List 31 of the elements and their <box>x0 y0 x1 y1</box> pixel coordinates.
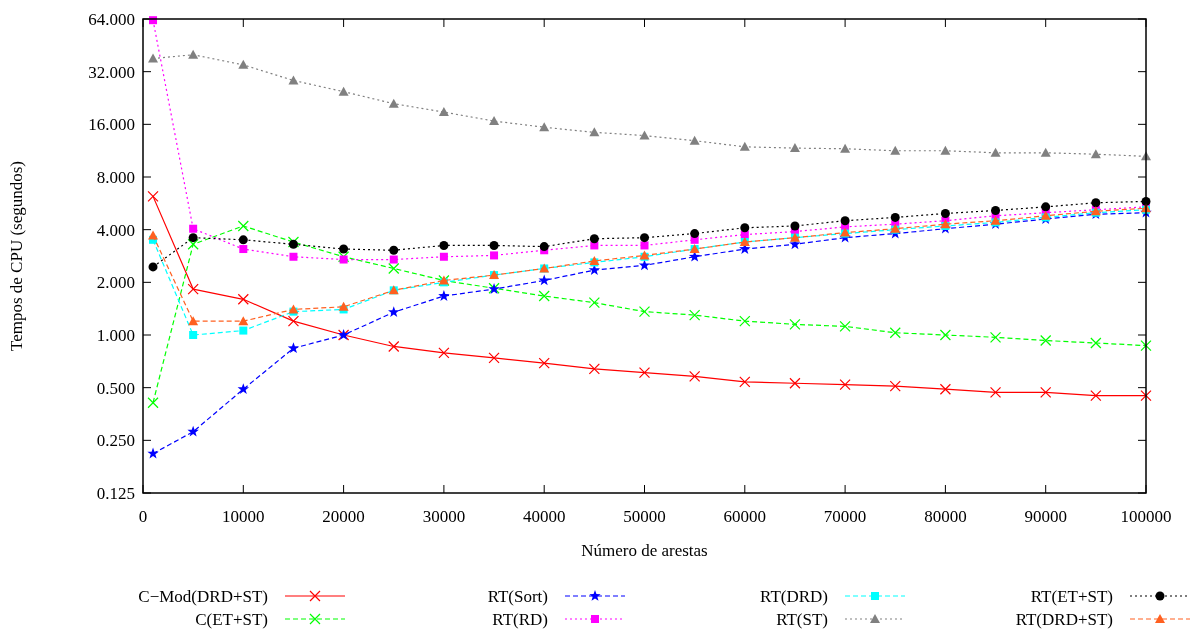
y-tick-label: 1.000 <box>96 326 135 345</box>
y-tick-label: 16.000 <box>88 115 135 135</box>
x-tick-label: 0 <box>138 507 148 526</box>
x-tick-label: 90000 <box>1024 507 1067 526</box>
x-axis-title: Número de arestas <box>581 541 708 560</box>
y-tick-label: 4.000 <box>96 220 135 240</box>
y-tick-label: 0.250 <box>96 431 135 451</box>
y-tick-label: 64.000 <box>88 10 135 29</box>
x-tick-label: 30000 <box>422 507 466 526</box>
legend-label: RT(DRD+ST) <box>1015 610 1113 629</box>
y-tick-label: 0.125 <box>96 484 135 503</box>
legend-label: RT(ST) <box>776 610 828 629</box>
legend-label: C−Mod(DRD+ST) <box>138 587 268 606</box>
legend-label: RT(DRD) <box>760 587 828 606</box>
x-tick-label: 40000 <box>522 507 566 526</box>
x-tick-label: 50000 <box>623 507 666 526</box>
legend-label: RT(RD) <box>492 610 548 629</box>
y-tick-label: 8.000 <box>96 168 135 187</box>
y-axis-title: Tempos de CPU (segundos) <box>7 160 26 352</box>
y-tick-label: 32.000 <box>88 62 135 82</box>
x-tick-label: 80000 <box>924 507 967 526</box>
y-tick-label: 2.000 <box>96 273 135 293</box>
x-tick-label: 60000 <box>723 507 767 526</box>
x-tick-label: 100000 <box>1120 507 1172 526</box>
y-tick-label: 0.500 <box>96 378 135 398</box>
legend-label: RT(ET+ST) <box>1030 587 1113 606</box>
legend-label: RT(Sort) <box>487 587 548 606</box>
x-tick-label: 70000 <box>823 507 867 526</box>
x-tick-label: 20000 <box>322 507 365 526</box>
x-tick-label: 10000 <box>222 507 265 526</box>
legend-label: C(ET+ST) <box>195 610 268 629</box>
